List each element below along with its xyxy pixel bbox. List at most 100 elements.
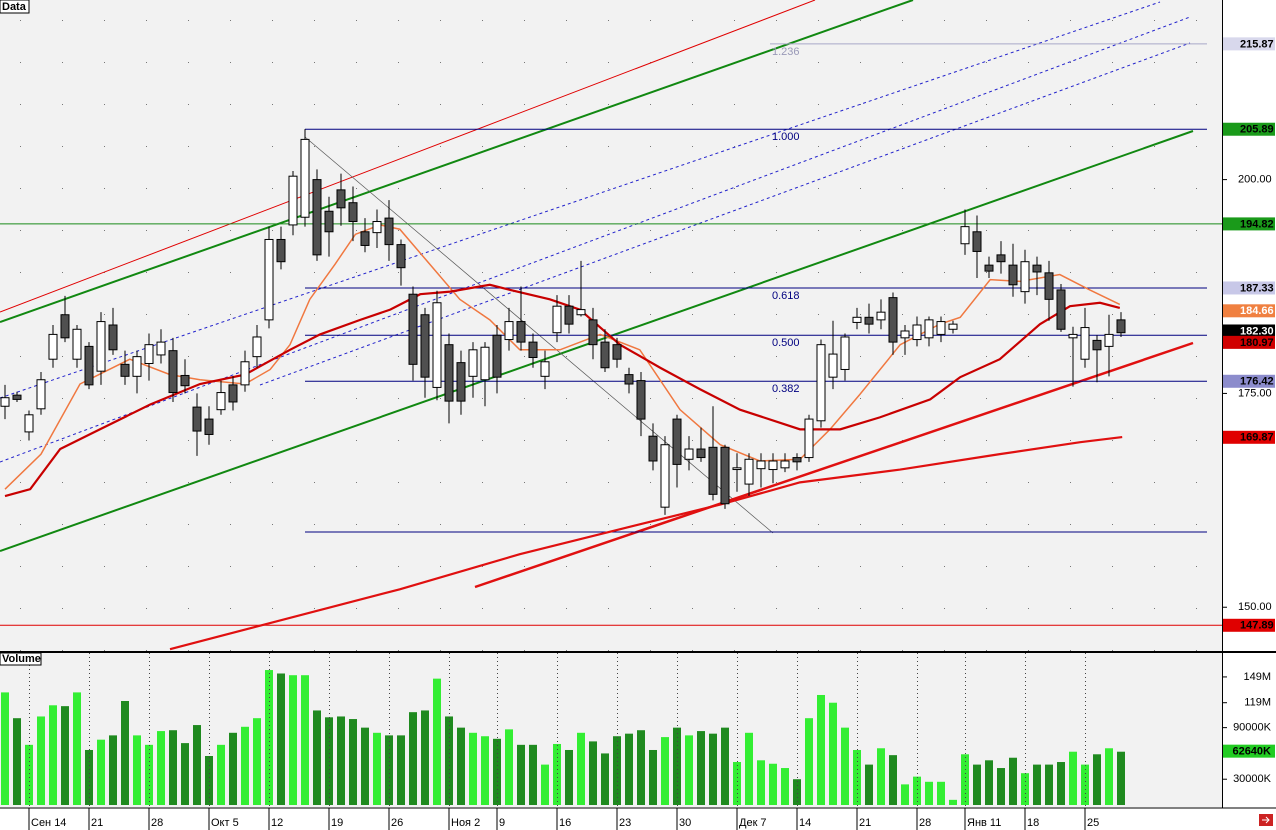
price-marker-label: 180.97 (1240, 337, 1274, 349)
candle-body (72, 328, 82, 360)
volume-bar (949, 799, 957, 805)
volume-bar (457, 727, 465, 805)
candle-body (240, 361, 250, 386)
candle-body (996, 254, 1006, 263)
candle-body (516, 321, 526, 343)
candle-body (60, 314, 70, 339)
x-tick-label: 28 (151, 817, 163, 829)
volume-bar (541, 764, 549, 805)
price-marker (1223, 217, 1275, 231)
candle-body (888, 297, 898, 343)
volume-bar (481, 736, 489, 805)
price-marker-label: 215.87 (1240, 38, 1274, 50)
candle-body (252, 336, 262, 358)
volume-bar (565, 749, 573, 805)
volume-bar (517, 744, 525, 805)
volume-bar (1069, 751, 1077, 805)
x-tick-label: 21 (91, 817, 103, 829)
price-marker (1223, 335, 1275, 349)
candle-body (864, 316, 874, 325)
volume-bar (25, 744, 33, 805)
volume-bar (601, 753, 609, 805)
volume-bar (913, 776, 921, 805)
volume-bar (37, 716, 45, 805)
volume-bar (61, 706, 69, 805)
volume-bar (985, 760, 993, 805)
x-tick-label: Ноя 2 (451, 817, 480, 829)
candle-body (468, 349, 478, 377)
candle-body (600, 341, 610, 369)
dot-grid (0, 0, 1222, 651)
candle-body (972, 231, 982, 252)
candle-body (108, 324, 118, 351)
volume-bar (13, 718, 21, 805)
volume-bar (49, 705, 57, 805)
candle-body (588, 319, 598, 346)
x-tick-label: 16 (559, 817, 571, 829)
volume-bar (709, 733, 717, 805)
candle-body (696, 448, 706, 459)
candle-body (480, 346, 490, 381)
price-marker (1223, 374, 1275, 388)
volume-marker (1223, 744, 1275, 758)
channel-line (0, 1, 1161, 399)
candle-body (420, 314, 430, 378)
candle-body (780, 460, 790, 469)
volume-bar (661, 737, 669, 805)
candle-body (732, 467, 742, 471)
candle-body (636, 380, 646, 420)
volume-bar (673, 727, 681, 805)
volume-bar (841, 727, 849, 805)
candle-body (552, 305, 562, 334)
volume-bar (289, 675, 297, 805)
price-marker-label: 194.82 (1240, 218, 1274, 230)
fib-label: 1.236 (772, 46, 800, 58)
volume-bar (397, 735, 405, 805)
price-marker-label: 205.89 (1240, 124, 1274, 136)
price-marker-label: 182.30 (1240, 325, 1274, 337)
x-tick-label: Окт 5 (211, 817, 239, 829)
volume-bar (1081, 764, 1089, 805)
y-tick-label: 119M (1244, 697, 1271, 709)
volume-bar (697, 731, 705, 805)
candle-body (1056, 289, 1066, 330)
volume-bar (613, 736, 621, 805)
volume-bar (973, 764, 981, 805)
fib-label: 1.000 (772, 131, 800, 143)
volume-pane-title: Volume (2, 653, 41, 665)
volume-bar (625, 733, 633, 805)
candle-body (564, 305, 574, 325)
volume-bar (145, 744, 153, 805)
volume-bar (577, 732, 585, 805)
candle-body (216, 392, 226, 411)
candle-body (120, 363, 130, 377)
x-tick-label: Дек 7 (739, 817, 767, 829)
x-tick-label: 14 (799, 817, 811, 829)
moving-average (4, 283, 1121, 498)
candle-body (276, 238, 286, 263)
candle-body (540, 361, 550, 377)
candle-body (504, 321, 514, 341)
candle-body (444, 344, 454, 402)
candle-body (912, 324, 922, 341)
volume-bar (685, 735, 693, 805)
y-tick-label: 200.00 (1238, 174, 1272, 186)
volume-bar (301, 675, 309, 805)
volume-bar (241, 726, 249, 805)
candle-body (876, 311, 886, 321)
pane-label-box (0, 0, 30, 14)
volume-bar (97, 739, 105, 805)
volume-bar (313, 710, 321, 805)
moving-average (169, 435, 1123, 651)
volume-bar (433, 678, 441, 805)
x-tick-label: 9 (499, 817, 505, 829)
channel-line (0, 0, 914, 323)
volume-bar (733, 762, 741, 805)
candle-body (312, 179, 322, 256)
candle-body (1116, 319, 1126, 334)
price-marker-label: 187.33 (1240, 282, 1274, 294)
volume-bar (133, 735, 141, 805)
candle-body (180, 374, 190, 387)
candle-body (48, 333, 58, 360)
